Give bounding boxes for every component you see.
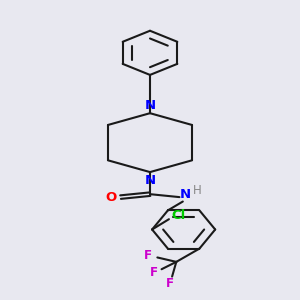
Text: Cl: Cl bbox=[171, 209, 185, 222]
Text: N: N bbox=[144, 174, 156, 187]
Text: F: F bbox=[166, 278, 174, 290]
Text: F: F bbox=[150, 266, 158, 279]
Text: O: O bbox=[106, 190, 117, 204]
Text: N: N bbox=[180, 188, 191, 201]
Text: H: H bbox=[193, 184, 202, 197]
Text: N: N bbox=[144, 99, 156, 112]
Text: F: F bbox=[144, 249, 152, 262]
